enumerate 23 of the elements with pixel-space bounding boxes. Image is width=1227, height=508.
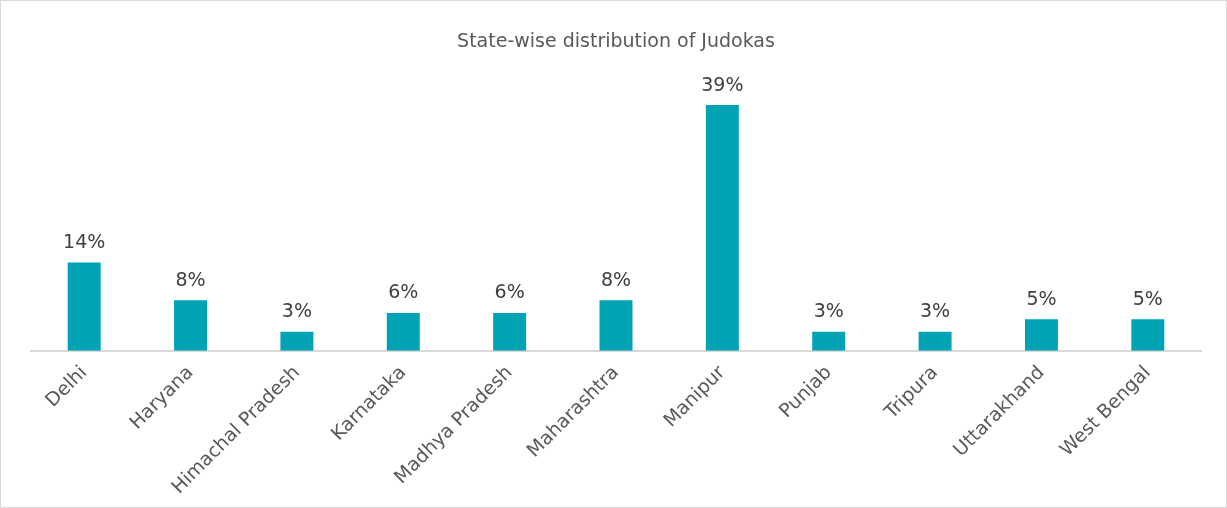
data-label: 14% <box>63 229 106 252</box>
data-label: 3% <box>813 299 844 322</box>
data-label: 6% <box>494 280 525 303</box>
bar <box>67 262 101 351</box>
bar <box>1131 319 1165 351</box>
bar <box>918 331 952 351</box>
bar <box>280 331 314 351</box>
data-label: 39% <box>701 72 744 95</box>
data-label: 5% <box>1026 286 1057 309</box>
data-label: 8% <box>600 267 632 290</box>
chart-title: State-wise distribution of Judokas <box>457 29 775 52</box>
data-label: 3% <box>281 299 312 322</box>
data-label: 5% <box>1132 286 1163 309</box>
bar <box>493 312 527 351</box>
bar <box>705 105 739 351</box>
bar <box>1024 319 1058 351</box>
data-label: 3% <box>920 299 951 322</box>
bar <box>599 300 633 351</box>
bar <box>812 331 846 351</box>
bar <box>174 300 208 351</box>
data-label: 6% <box>388 280 419 303</box>
data-label: 8% <box>175 267 206 290</box>
bar <box>386 312 420 351</box>
